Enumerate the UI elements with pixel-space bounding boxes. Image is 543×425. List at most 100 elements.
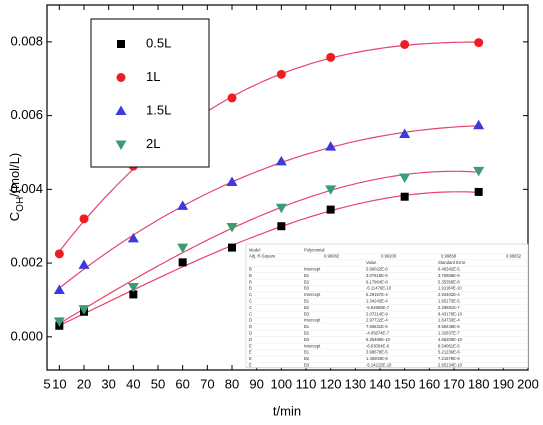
table-cell: B1 (304, 324, 310, 329)
table-cell: 3.98678E-5 (366, 350, 388, 355)
table-cell: 0.99652 (506, 254, 522, 259)
table-cell: E (249, 343, 252, 348)
table-cell: 2.97722E-4 (366, 318, 388, 323)
table-cell: Intercept (304, 343, 321, 348)
table-cell: -5.14215E-10 (366, 363, 392, 368)
legend-label: 0.5L (146, 35, 171, 50)
table-cell: 6.46342E-5 (438, 267, 460, 272)
data-point (275, 203, 287, 214)
data-point (325, 185, 337, 195)
table-cell: Intercept (304, 267, 321, 272)
table-cell: E (249, 356, 252, 361)
x-tick-label: 100 (270, 376, 292, 391)
data-point (127, 283, 139, 293)
x-tick-label: 10 (52, 376, 66, 391)
x-tick-label: 110 (296, 376, 317, 391)
table-cell: 8.54061E-5 (438, 343, 460, 348)
table-cell: B1 (304, 299, 310, 304)
y-axis-label: COH/(mol/L) (7, 153, 25, 221)
table-cell: -5.11476E-10 (366, 286, 392, 291)
fit-curve (59, 191, 479, 327)
legend-label: 1.5L (146, 102, 171, 117)
data-point (129, 290, 138, 299)
data-point (54, 249, 64, 259)
table-cell: 2.65134E-10 (438, 363, 463, 368)
table-cell: D (249, 318, 252, 323)
table-cell: B (249, 286, 252, 291)
table-cell: -6.63054E-6 (366, 343, 390, 348)
table-cell: B3 (304, 311, 310, 316)
table-cell: B1 (304, 350, 310, 355)
table-cell: 8.43178E-10 (438, 311, 463, 316)
plot-frame (46, 4, 529, 371)
y-tick-label: 0.008 (10, 33, 43, 48)
data-point (473, 166, 485, 177)
data-point (325, 141, 337, 151)
legend-box (90, 18, 210, 168)
data-point (474, 187, 483, 196)
data-point (53, 284, 65, 294)
table-cell: C (249, 299, 252, 304)
table-cell: Intercept (304, 318, 321, 323)
table-cell: E (249, 350, 252, 355)
legend-marker (115, 140, 127, 150)
x-tick-label: 150 (394, 376, 416, 391)
table-cell: 3.07618E-5 (366, 273, 388, 278)
table-cell: 5.29157E-4 (366, 292, 388, 297)
table-cell: B2 (304, 331, 310, 336)
data-point (277, 222, 286, 231)
data-point (326, 205, 335, 214)
data-point (227, 93, 237, 103)
table-cell: 6.17964E-8 (366, 279, 388, 284)
data-point (275, 155, 287, 166)
table-cell: D (249, 337, 252, 342)
data-point (473, 119, 485, 130)
x-tick-label: 30 (101, 376, 115, 391)
data-point (177, 243, 189, 254)
x-tick-label: 160 (418, 376, 440, 391)
table-cell: 0.99200 (381, 254, 397, 259)
inset-table: Model Polynomial Adj. R-Square 0.99082 0.992… (245, 243, 529, 369)
x-tick-label: 120 (320, 376, 342, 391)
x-tick-label: 90 (249, 376, 263, 391)
x-tick-label: 50 (151, 376, 165, 391)
legend-marker (115, 105, 127, 115)
table-cell: 9.58435E-6 (438, 324, 460, 329)
table-cell: B (249, 279, 252, 284)
x-tick-label: 5 (43, 376, 50, 391)
legend-marker (117, 40, 125, 48)
table-cell: 2.07214E-9 (366, 311, 388, 316)
table-cell: B (249, 273, 252, 278)
x-tick-label: 40 (126, 376, 140, 391)
data-point (474, 38, 484, 48)
table-cell: 2.29591E-7 (438, 305, 460, 310)
y-tick-label: 0.004 (10, 181, 43, 196)
x-tick-label: 170 (443, 376, 465, 391)
table-cell: B3 (304, 286, 310, 291)
data-point (226, 176, 238, 186)
y-tick-label: 0.006 (10, 107, 43, 122)
data-point (276, 69, 286, 79)
table-cell: -4.05674E-7 (366, 331, 390, 336)
table-cell: B2 (304, 279, 310, 284)
table-cell: B2 (304, 356, 310, 361)
data-point (228, 243, 236, 252)
data-point (326, 52, 336, 62)
y-tick-label: 0.000 (10, 328, 43, 343)
table-cell: 5.66022E-6 (366, 267, 388, 272)
x-tick-label: 180 (468, 376, 490, 391)
data-point (399, 173, 411, 184)
x-tick-label: 140 (369, 376, 391, 391)
data-point (177, 200, 189, 210)
table-cell: 0.99858 (441, 254, 457, 259)
table-cell: C (249, 311, 252, 316)
table-cell: C (249, 305, 252, 310)
table-cell: 7.66831E-5 (366, 324, 388, 329)
table-cell: 4.66205E-10 (438, 337, 463, 342)
x-tick-label: 80 (225, 376, 239, 391)
table-cell: 6.35469E-10 (366, 337, 391, 342)
table-cell: 3.75658E-6 (438, 273, 460, 278)
table-cell: B1 (304, 273, 310, 278)
y-tick-label: 0.002 (10, 255, 43, 270)
data-point (127, 232, 139, 243)
